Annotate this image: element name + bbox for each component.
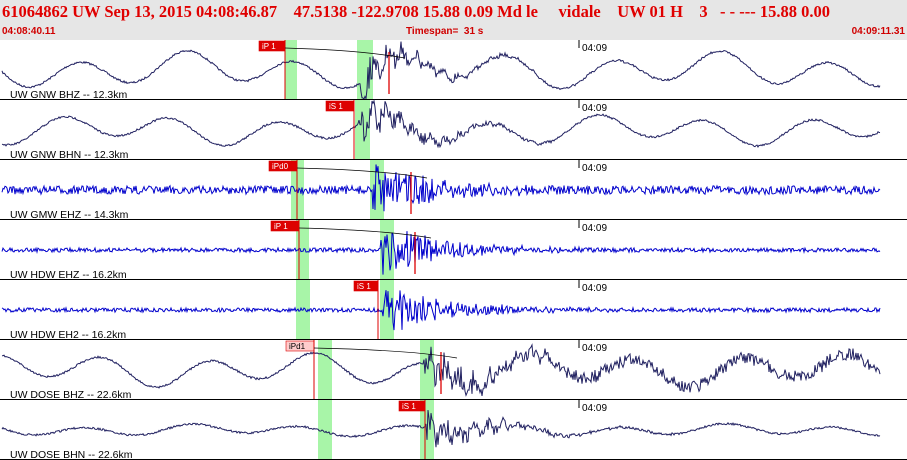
channel-row[interactable]: iP 1 04:09 UW GNW BHZ -- 12.3km — [0, 40, 907, 101]
event-header: 61064862 UW Sep 13, 2015 04:08:46.87 47.… — [0, 0, 907, 40]
waveform-trace — [1, 164, 881, 212]
channel-label: UW DOSE BHN -- 22.6km — [10, 449, 133, 460]
channel-label: UW HDW EH2 -- 16.2km — [10, 329, 126, 341]
pick-window — [420, 340, 434, 400]
pick-label: iP 1 — [274, 222, 288, 231]
theoretical-arrival-curve — [298, 227, 432, 239]
pick-window — [318, 400, 332, 460]
time-marker: 04:09 — [582, 163, 607, 174]
window-end-time: 04:09:11.31 — [851, 26, 905, 37]
channel-label: UW HDW EHZ -- 16.2km — [10, 269, 127, 281]
theoretical-arrival-curve — [313, 347, 458, 359]
channel-row[interactable]: iS 1 04:09 UW GNW BHN -- 12.3km — [0, 99, 907, 161]
channel-label: UW GNW BHN -- 12.3km — [10, 149, 129, 161]
pick-label: iS 1 — [329, 102, 343, 111]
waveform-trace — [1, 231, 881, 275]
pick-label: iS 1 — [357, 282, 371, 291]
theoretical-arrival-curve — [296, 167, 428, 179]
waveform-trace — [1, 290, 881, 331]
channel-label: UW GMW EHZ -- 14.3km — [10, 209, 129, 221]
channel-row[interactable]: iS 1 04:09 UW HDW EH2 -- 16.2km — [0, 280, 907, 341]
window-start-time: 04:08:40.11 — [2, 26, 56, 37]
time-marker: 04:09 — [582, 43, 607, 54]
pick-label: iP 1 — [262, 42, 276, 51]
pick-window — [355, 100, 370, 160]
channel-row[interactable]: iS 1 04:09 UW DOSE BHN -- 22.6km — [0, 400, 907, 460]
waveform-trace — [1, 99, 881, 149]
time-marker: 04:09 — [582, 283, 607, 294]
channel-label: UW GNW BHZ -- 12.3km — [10, 89, 128, 101]
channel-row[interactable]: iPd0 04:09 UW GMW EHZ -- 14.3km — [0, 160, 907, 221]
seismogram-panel[interactable]: iP 1 04:09 UW GNW BHZ -- 12.3km iS 1 04:09 UW… — [0, 40, 907, 460]
theoretical-arrival-curve — [284, 47, 406, 59]
waveform-trace — [1, 41, 881, 101]
time-marker: 04:09 — [582, 403, 607, 414]
event-title: 61064862 UW Sep 13, 2015 04:08:46.87 47.… — [2, 2, 831, 21]
waveform-trace — [1, 409, 881, 448]
pick-window — [285, 40, 297, 100]
pick-window — [380, 280, 394, 340]
time-marker: 04:09 — [582, 103, 607, 114]
time-marker: 04:09 — [582, 223, 607, 234]
timespan-label: Timespan= 31 s — [406, 26, 484, 37]
pick-window — [318, 340, 332, 400]
channel-row[interactable]: iP 1 04:09 UW HDW EHZ -- 16.2km — [0, 220, 907, 281]
pick-label: iPd1 — [289, 342, 306, 351]
channel-label: UW DOSE BHZ -- 22.6km — [10, 389, 132, 401]
pick-label: iPd0 — [272, 162, 289, 171]
time-marker: 04:09 — [582, 343, 607, 354]
channel-row[interactable]: iPd1 04:09 UW DOSE BHZ -- 22.6km — [0, 340, 907, 401]
pick-label: iS 1 — [402, 402, 416, 411]
